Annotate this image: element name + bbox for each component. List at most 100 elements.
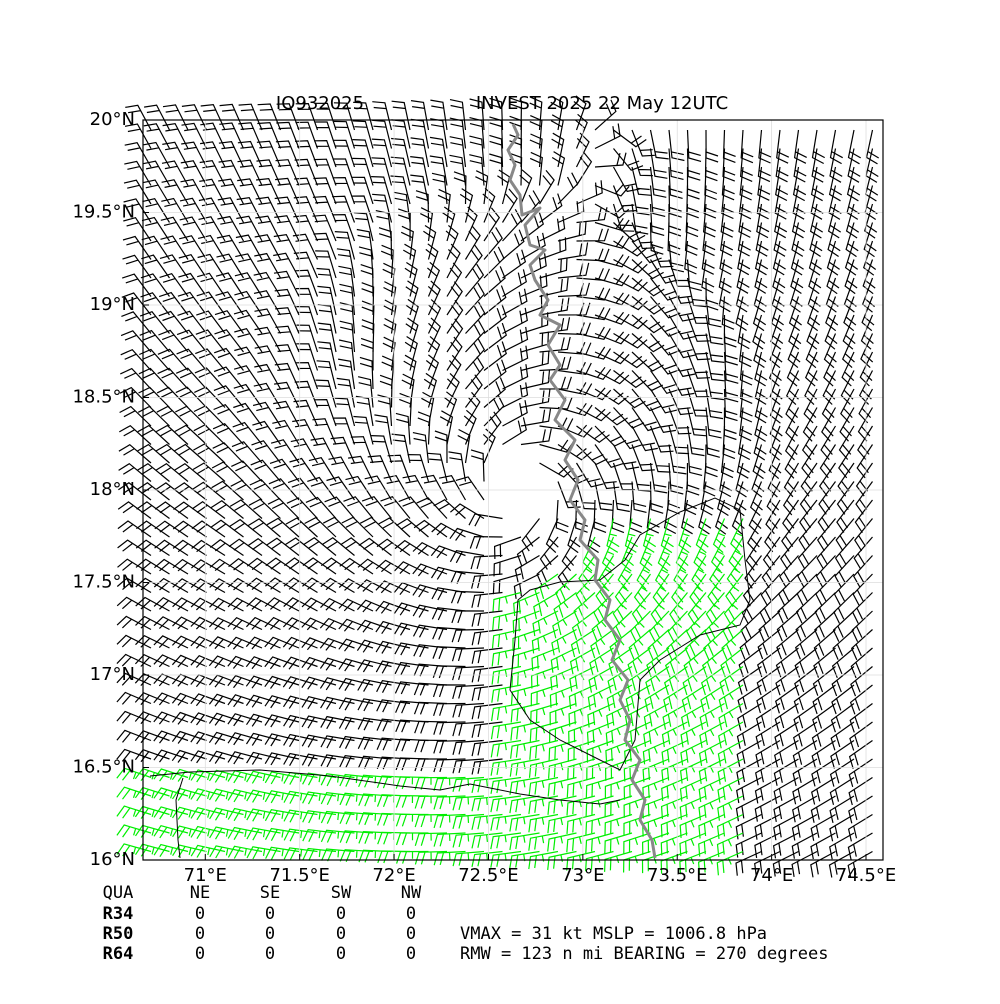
- wind-barb: [449, 117, 467, 149]
- wind-barb: [264, 675, 300, 689]
- wind-barb: [333, 120, 356, 149]
- wind-barb: [234, 328, 263, 353]
- wind-barb: [352, 139, 374, 168]
- wind-barb: [355, 395, 374, 427]
- wind-barb: [623, 832, 651, 855]
- wind-barb: [686, 407, 707, 437]
- wind-barb: [176, 348, 207, 371]
- wind-barb: [448, 451, 467, 482]
- wind-barb: [799, 499, 818, 533]
- wind-barb: [193, 443, 226, 464]
- wind-barb: [555, 573, 577, 605]
- wind-barb: [791, 222, 805, 257]
- wind-barb: [162, 122, 189, 149]
- wind-barb: [264, 656, 300, 670]
- wind-barb: [835, 518, 855, 552]
- wind-barb: [356, 599, 392, 613]
- wind-barb: [246, 770, 281, 784]
- wind-barb: [531, 628, 559, 654]
- wind-barb: [264, 790, 300, 804]
- wind-barb: [594, 235, 630, 249]
- wind-barb: [754, 407, 768, 442]
- wind-barb: [722, 148, 736, 182]
- wind-barb: [492, 591, 522, 613]
- wind-barb: [229, 518, 263, 538]
- wind-barb: [326, 476, 355, 501]
- wind-barb: [433, 758, 466, 773]
- wind-barb: [322, 516, 355, 538]
- wind-barb: [832, 610, 855, 642]
- wind-barb: [431, 172, 448, 205]
- wind-barb: [116, 824, 152, 838]
- wind-barb: [229, 499, 263, 519]
- wind-barb: [178, 272, 207, 297]
- wind-barb: [604, 832, 633, 854]
- wind-barb: [209, 826, 244, 840]
- wind-barb: [237, 159, 263, 186]
- wind-barb: [471, 739, 503, 757]
- wind-barb: [774, 721, 799, 750]
- wind-barb: [116, 805, 152, 819]
- wind-barb: [153, 692, 189, 706]
- wind-barb: [324, 496, 355, 519]
- table-cell: 0: [195, 904, 205, 924]
- wind-barb: [502, 382, 529, 409]
- wind-barb: [173, 501, 207, 519]
- wind-barb: [119, 386, 152, 408]
- wind-barb: [321, 537, 355, 556]
- wind-barb: [345, 475, 374, 501]
- wind-barb: [520, 350, 550, 372]
- wind-barb: [420, 474, 448, 501]
- wind-barb: [234, 346, 263, 371]
- wind-barb: [606, 518, 620, 553]
- wind-barb: [394, 561, 429, 575]
- wind-barb: [446, 354, 462, 390]
- wind-barb: [301, 715, 337, 729]
- wind-barb: [139, 329, 170, 353]
- wind-barb: [775, 647, 799, 678]
- wind-barb: [159, 291, 189, 316]
- wind-barb: [705, 407, 722, 439]
- wind-barb: [301, 617, 337, 631]
- wind-barb: [124, 142, 152, 168]
- wind-barb: [576, 346, 612, 360]
- wind-barb: [371, 176, 393, 205]
- wind-barb: [737, 684, 762, 713]
- wind-barb: [433, 795, 466, 810]
- wind-barb: [594, 311, 630, 325]
- wind-barb: [812, 666, 836, 696]
- wind-barb: [190, 616, 226, 631]
- wind-barb: [427, 280, 441, 316]
- table-cell: 0: [265, 924, 275, 944]
- wind-barb: [491, 628, 522, 649]
- wind-barb: [475, 170, 489, 205]
- wind-barb: [829, 758, 855, 787]
- wind-barb: [450, 570, 485, 584]
- wind-barb: [827, 203, 842, 239]
- wind-barb: [594, 273, 630, 287]
- wind-barb: [227, 616, 263, 631]
- wind-barb: [705, 425, 720, 458]
- wind-barb: [328, 456, 356, 482]
- wind-barb: [357, 659, 392, 673]
- wind-barb: [301, 676, 337, 690]
- wind-barb: [834, 536, 855, 570]
- table-cell: 0: [406, 944, 416, 964]
- wind-barb: [682, 666, 707, 696]
- wind-barb: [830, 721, 855, 751]
- wind-barb: [157, 367, 189, 390]
- wind-barb: [721, 629, 744, 660]
- wind-barb: [464, 391, 481, 427]
- wind-barb: [154, 501, 189, 519]
- wind-barb: [797, 555, 818, 588]
- wind-barb: [257, 103, 282, 131]
- wind-barb: [218, 141, 245, 168]
- wind-barb: [811, 721, 836, 751]
- wind-barb: [705, 388, 724, 420]
- wind-barb: [412, 541, 448, 557]
- wind-barb: [547, 850, 577, 870]
- wind-barb: [718, 721, 744, 749]
- wind-barb: [512, 610, 540, 634]
- wind-barb: [848, 776, 873, 806]
- wind-barb: [849, 684, 873, 715]
